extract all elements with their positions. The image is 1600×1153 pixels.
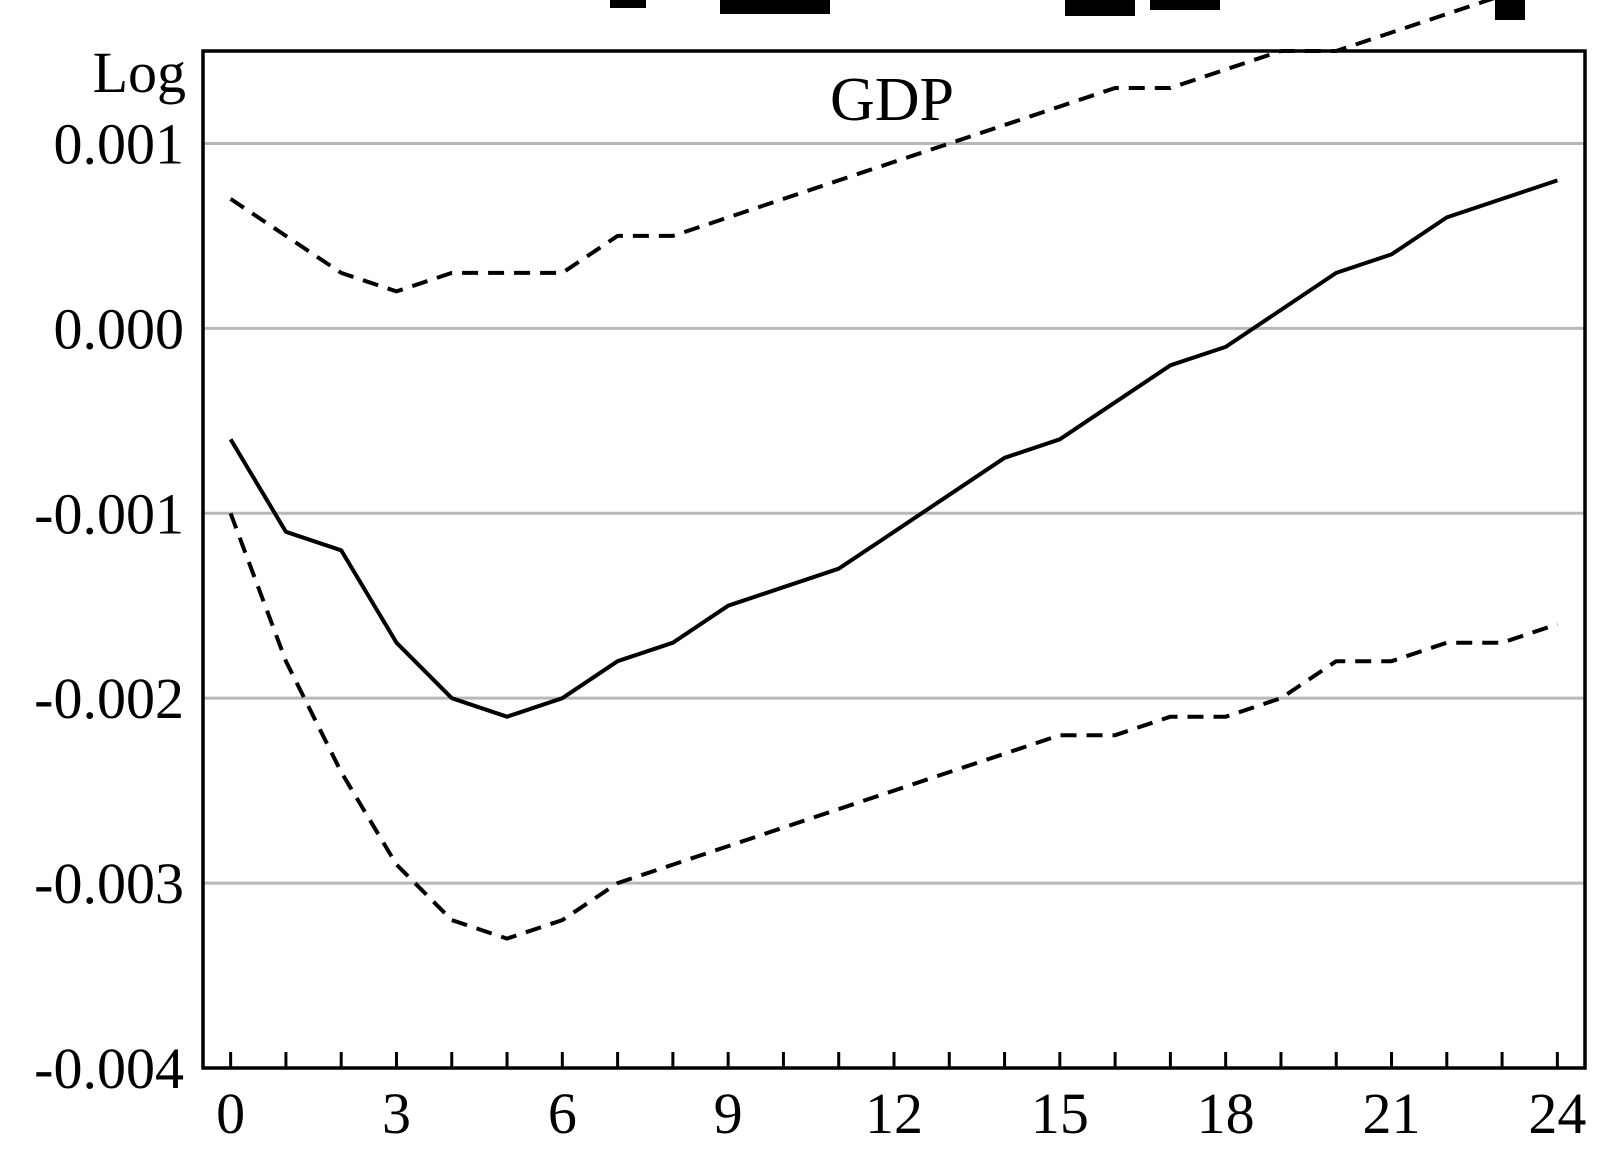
- x-tick-label: 12: [865, 1081, 923, 1146]
- x-tick-label: 9: [714, 1081, 743, 1146]
- x-tick-label: 18: [1197, 1081, 1255, 1146]
- series-lines: [228, 0, 1559, 941]
- chart-title: GDP: [830, 66, 954, 134]
- cropped-header-fragment: [610, 0, 1525, 20]
- x-tick-label: 24: [1528, 1081, 1586, 1146]
- plot-frame: [201, 49, 1587, 1070]
- x-axis: 0 3 6 9 12 15 18 21 24: [216, 1052, 1586, 1146]
- y-tick-label: 0.000: [54, 296, 185, 361]
- irf-point-estimate-line: [228, 178, 1559, 719]
- y-tick-label: 0.001: [54, 111, 185, 176]
- gridlines: [203, 141, 1585, 885]
- y-tick-label: -0.003: [34, 851, 184, 916]
- x-tick-label: 6: [548, 1081, 577, 1146]
- x-tick-label: 15: [1031, 1081, 1089, 1146]
- x-tick-label: 0: [216, 1081, 245, 1146]
- lower-band-line: [228, 512, 1559, 941]
- x-tick-label: 21: [1363, 1081, 1421, 1146]
- y-tick-label: -0.001: [34, 481, 184, 546]
- upper-band-line: [229, 0, 1495, 294]
- x-tick-label: 3: [382, 1081, 411, 1146]
- y-axis-unit-label: Log: [93, 40, 186, 105]
- y-tick-label: -0.004: [34, 1036, 184, 1101]
- y-axis: 0.001 0.000 -0.001 -0.002 -0.003 -0.004: [34, 111, 184, 1101]
- y-tick-label: -0.002: [34, 666, 184, 731]
